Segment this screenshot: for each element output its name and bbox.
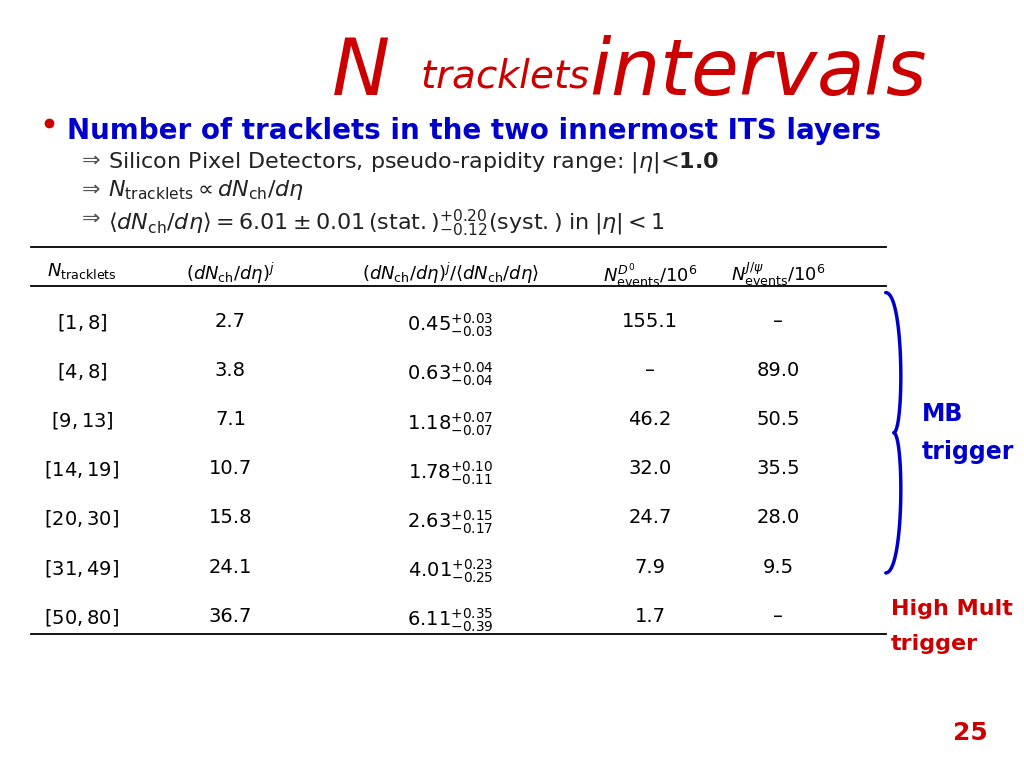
Text: $\Rightarrow$: $\Rightarrow$ bbox=[77, 207, 100, 227]
Text: 36.7: 36.7 bbox=[209, 607, 252, 626]
Text: 7.1: 7.1 bbox=[215, 410, 246, 429]
Text: 46.2: 46.2 bbox=[629, 410, 672, 429]
Text: $[4,8]$: $[4,8]$ bbox=[56, 361, 108, 382]
Text: $(dN_{\mathrm{ch}}/d\eta)^{j}/\langle dN_{\mathrm{ch}}/d\eta \rangle$: $(dN_{\mathrm{ch}}/d\eta)^{j}/\langle dN… bbox=[362, 261, 539, 286]
Text: $N^{D^0}_{\mathrm{events}}/10^6$: $N^{D^0}_{\mathrm{events}}/10^6$ bbox=[603, 261, 697, 290]
Text: 155.1: 155.1 bbox=[623, 312, 678, 331]
Text: $[31,49]$: $[31,49]$ bbox=[44, 558, 120, 578]
Text: $[14,19]$: $[14,19]$ bbox=[44, 459, 120, 480]
Text: 15.8: 15.8 bbox=[209, 508, 252, 528]
Text: $\Rightarrow$: $\Rightarrow$ bbox=[77, 150, 100, 170]
Text: 9.5: 9.5 bbox=[763, 558, 794, 577]
Text: 25: 25 bbox=[953, 721, 988, 745]
Text: –: – bbox=[773, 312, 783, 331]
Text: $1.78^{+0.10}_{-0.11}$: $1.78^{+0.10}_{-0.11}$ bbox=[408, 459, 494, 487]
Text: 50.5: 50.5 bbox=[757, 410, 800, 429]
Text: 10.7: 10.7 bbox=[209, 459, 252, 478]
Text: High Mult: High Mult bbox=[891, 599, 1013, 619]
Text: Silicon Pixel Detectors, pseudo-rapidity range: $|\eta|$<$\mathbf{1.0}$: Silicon Pixel Detectors, pseudo-rapidity… bbox=[108, 150, 719, 175]
Text: 3.8: 3.8 bbox=[215, 361, 246, 380]
Text: 28.0: 28.0 bbox=[757, 508, 800, 528]
Text: $4.01^{+0.23}_{-0.25}$: $4.01^{+0.23}_{-0.25}$ bbox=[408, 558, 494, 585]
Text: –: – bbox=[645, 361, 655, 380]
Text: $[50,80]$: $[50,80]$ bbox=[44, 607, 120, 627]
Text: $N_{\mathrm{tracklets}}$: $N_{\mathrm{tracklets}}$ bbox=[47, 261, 117, 281]
Text: $0.63^{+0.04}_{-0.04}$: $0.63^{+0.04}_{-0.04}$ bbox=[408, 361, 494, 389]
Text: 32.0: 32.0 bbox=[629, 459, 672, 478]
Text: trigger: trigger bbox=[891, 634, 978, 654]
Text: $1.18^{+0.07}_{-0.07}$: $1.18^{+0.07}_{-0.07}$ bbox=[408, 410, 494, 438]
Text: Number of tracklets in the two innermost ITS layers: Number of tracklets in the two innermost… bbox=[67, 117, 881, 144]
Text: $2.63^{+0.15}_{-0.17}$: $2.63^{+0.15}_{-0.17}$ bbox=[408, 508, 494, 536]
Text: trigger: trigger bbox=[922, 440, 1014, 464]
Text: $\Rightarrow$: $\Rightarrow$ bbox=[77, 178, 100, 198]
Text: 7.9: 7.9 bbox=[635, 558, 666, 577]
Text: MB: MB bbox=[922, 402, 963, 425]
Text: $[20,30]$: $[20,30]$ bbox=[44, 508, 120, 529]
Text: 1.7: 1.7 bbox=[635, 607, 666, 626]
Text: 89.0: 89.0 bbox=[757, 361, 800, 380]
Text: $[1,8]$: $[1,8]$ bbox=[56, 312, 108, 333]
Text: –: – bbox=[773, 607, 783, 626]
Text: $\mathit{N}$: $\mathit{N}$ bbox=[331, 35, 389, 111]
Text: 24.7: 24.7 bbox=[629, 508, 672, 528]
Text: $\langle dN_{\mathrm{ch}}/d\eta \rangle = 6.01 \pm 0.01\,(\mathrm{stat.})^{+0.20: $\langle dN_{\mathrm{ch}}/d\eta \rangle … bbox=[108, 207, 665, 239]
Text: 35.5: 35.5 bbox=[757, 459, 800, 478]
Text: 2.7: 2.7 bbox=[215, 312, 246, 331]
Text: $\mathit{intervals}$: $\mathit{intervals}$ bbox=[589, 35, 926, 111]
Text: $[9,13]$: $[9,13]$ bbox=[50, 410, 114, 431]
Text: $(dN_{\mathrm{ch}}/d\eta)^{j}$: $(dN_{\mathrm{ch}}/d\eta)^{j}$ bbox=[186, 261, 274, 286]
Text: $N^{J/\psi}_{\mathrm{events}}/10^6$: $N^{J/\psi}_{\mathrm{events}}/10^6$ bbox=[731, 261, 825, 288]
Text: $6.11^{+0.35}_{-0.39}$: $6.11^{+0.35}_{-0.39}$ bbox=[408, 607, 494, 634]
Text: $\mathit{tracklets}$: $\mathit{tracklets}$ bbox=[420, 58, 590, 95]
Text: $0.45^{+0.03}_{-0.03}$: $0.45^{+0.03}_{-0.03}$ bbox=[408, 312, 494, 339]
Text: 24.1: 24.1 bbox=[209, 558, 252, 577]
Text: $N_{\mathrm{tracklets}} \propto dN_{\mathrm{ch}}/d\eta$: $N_{\mathrm{tracklets}} \propto dN_{\mat… bbox=[108, 178, 304, 202]
